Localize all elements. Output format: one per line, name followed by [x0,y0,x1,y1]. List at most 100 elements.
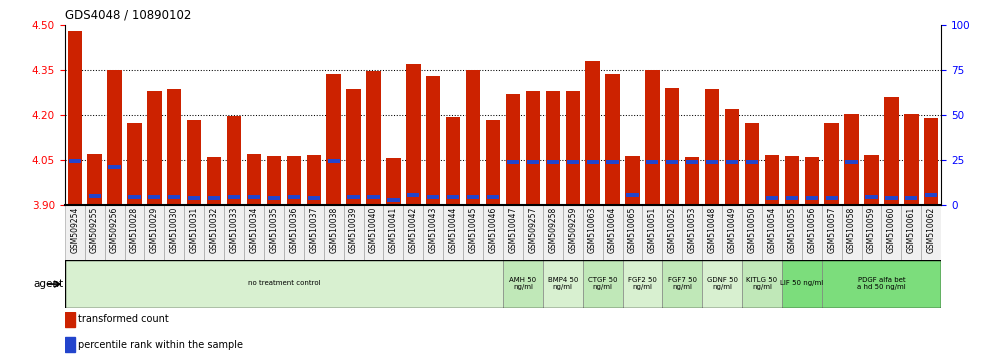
Bar [109,165,121,169]
Bar [586,61,600,205]
Bar [881,205,901,260]
Text: GSM510043: GSM510043 [428,207,438,253]
Bar [108,70,122,205]
Bar [546,91,560,205]
Bar [705,90,719,205]
Text: KITLG 50
ng/ml: KITLG 50 ng/ml [746,276,778,290]
Bar [607,160,619,164]
Bar [725,109,739,205]
Bar [224,205,244,260]
Bar [228,195,240,199]
Bar [766,196,778,200]
Bar [822,260,941,308]
Text: GSM510050: GSM510050 [747,207,757,253]
Text: GSM510036: GSM510036 [289,207,299,253]
Bar [167,90,181,205]
Text: GSM510033: GSM510033 [229,207,239,253]
Bar [364,205,383,260]
Bar [467,195,479,199]
Bar [264,205,284,260]
Bar [446,116,460,205]
Bar [646,160,658,164]
Text: GSM510064: GSM510064 [608,207,618,253]
Bar [207,157,221,205]
Text: LIF 50 ng/ml: LIF 50 ng/ml [780,280,824,286]
Bar [626,193,638,197]
Bar [407,193,419,197]
Bar [901,205,921,260]
Bar [685,156,699,205]
Bar [806,196,818,200]
Text: no treatment control: no treatment control [248,280,320,286]
Bar [386,158,400,205]
Bar [447,195,459,199]
Text: GDS4048 / 10890102: GDS4048 / 10890102 [65,8,191,21]
Bar [308,196,320,200]
Bar [423,205,443,260]
Bar [65,260,503,308]
Bar [348,195,360,199]
Bar [762,205,782,260]
Bar [921,205,941,260]
Text: GSM510045: GSM510045 [468,207,478,253]
Text: GSM510061: GSM510061 [906,207,916,253]
Bar [268,196,280,200]
Bar [742,205,762,260]
Text: GSM510057: GSM510057 [827,207,837,253]
Bar [543,205,563,260]
Bar [666,160,678,164]
Text: BMP4 50
ng/ml: BMP4 50 ng/ml [548,276,578,290]
Bar [486,120,500,205]
Bar [567,160,579,164]
Bar [587,160,599,164]
Bar [426,76,440,205]
Text: GSM510059: GSM510059 [867,207,876,253]
Bar [805,156,819,205]
Bar [506,94,520,205]
Bar [147,91,161,205]
Bar [785,156,799,205]
Bar [665,88,679,205]
Bar [825,122,839,205]
Bar [65,337,75,352]
Bar [924,118,938,205]
Bar [782,260,822,308]
Bar [324,205,344,260]
Bar [746,160,758,164]
Text: GDNF 50
ng/ml: GDNF 50 ng/ml [706,276,738,290]
Bar [307,155,321,205]
Bar [327,74,341,205]
Text: GSM510055: GSM510055 [787,207,797,253]
Bar [69,159,81,163]
Text: GSM510028: GSM510028 [129,207,139,253]
Text: GSM510048: GSM510048 [707,207,717,253]
Bar [227,116,241,205]
Bar [503,260,543,308]
Text: GSM510039: GSM510039 [349,207,359,253]
Bar [247,154,261,205]
Text: FGF2 50
ng/ml: FGF2 50 ng/ml [628,276,656,290]
Text: GSM510031: GSM510031 [189,207,199,253]
Bar [527,160,539,164]
Text: GSM510056: GSM510056 [807,207,817,253]
Bar [645,70,659,205]
Bar [845,114,859,205]
Bar [284,205,304,260]
Bar [702,205,722,260]
Bar [622,205,642,260]
Bar [706,160,718,164]
Bar [344,205,364,260]
Bar [124,205,144,260]
Bar [88,154,102,205]
Text: GSM510053: GSM510053 [687,207,697,253]
Bar [603,205,622,260]
Text: GSM509259: GSM509259 [568,207,578,253]
Text: transformed count: transformed count [78,314,169,324]
Text: GSM510065: GSM510065 [627,207,637,253]
Text: percentile rank within the sample: percentile rank within the sample [78,339,243,350]
Bar [904,114,918,205]
Bar [406,64,420,205]
Bar [682,205,702,260]
Text: PDGF alfa bet
a hd 50 ng/ml: PDGF alfa bet a hd 50 ng/ml [858,276,905,290]
Bar [722,205,742,260]
